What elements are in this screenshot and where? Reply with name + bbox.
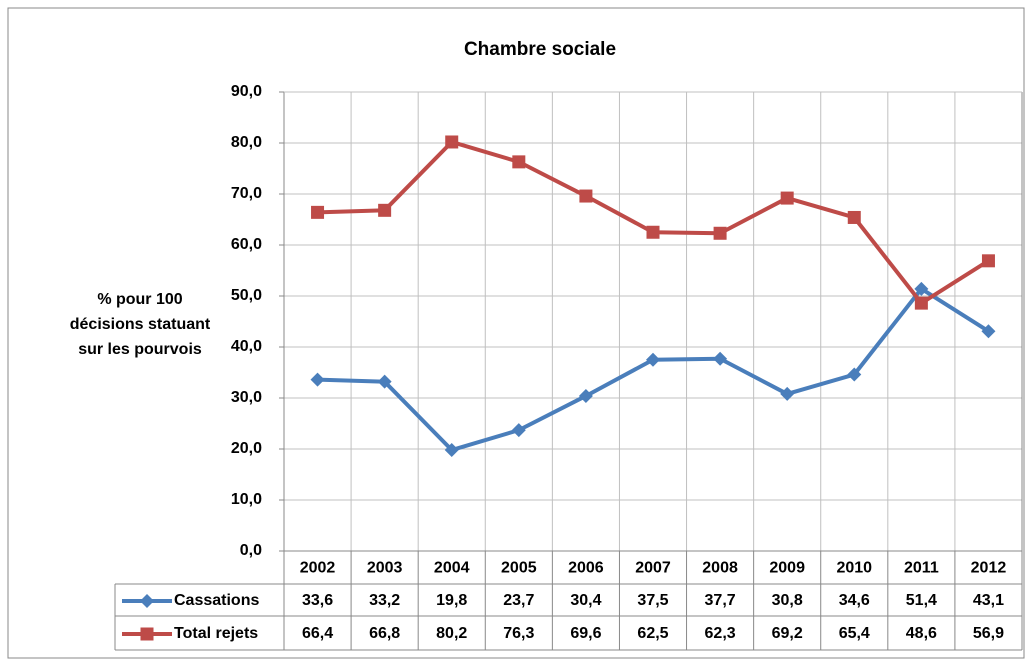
x-tick-label: 2011 <box>904 560 939 577</box>
point <box>780 386 795 401</box>
table-value: 80,2 <box>436 625 467 642</box>
x-tick-label: 2010 <box>836 560 872 577</box>
x-tick-label: 2008 <box>702 560 738 577</box>
point <box>713 226 727 240</box>
y-tick-label: 10,0 <box>231 491 262 508</box>
y-tick-label: 80,0 <box>231 134 262 151</box>
y-tick-label: 40,0 <box>231 338 262 355</box>
x-tick-label: 2006 <box>568 560 604 577</box>
point <box>140 627 154 641</box>
point <box>981 254 995 268</box>
y-tick-label: 20,0 <box>231 440 262 457</box>
table-value: 43,1 <box>973 592 1004 609</box>
point <box>512 155 526 169</box>
point <box>445 135 459 149</box>
point <box>377 374 392 389</box>
point <box>444 443 459 458</box>
table-value: 23,7 <box>503 592 534 609</box>
table-value: 62,5 <box>637 625 668 642</box>
x-tick-label: 2004 <box>434 560 470 577</box>
point <box>511 423 526 438</box>
point <box>981 324 996 339</box>
point <box>579 189 593 203</box>
table-value: 66,4 <box>302 625 333 642</box>
table-value: 48,6 <box>906 625 937 642</box>
table-value: 37,7 <box>705 592 736 609</box>
y-tick-label: 60,0 <box>231 236 262 253</box>
point <box>847 367 862 382</box>
x-tick-label: 2003 <box>367 560 403 577</box>
table-value: 30,4 <box>570 592 601 609</box>
table-value: 56,9 <box>973 625 1004 642</box>
point <box>914 296 928 310</box>
chart-title: Chambre sociale <box>464 39 616 60</box>
y-tick-label: 70,0 <box>231 185 262 202</box>
table-value: 33,6 <box>302 592 333 609</box>
table-value: 69,2 <box>772 625 803 642</box>
y-tick-label: 30,0 <box>231 389 262 406</box>
x-tick-label: 2009 <box>769 560 805 577</box>
table-value: 37,5 <box>637 592 668 609</box>
x-tick-label: 2005 <box>501 560 537 577</box>
point <box>140 594 154 608</box>
y-tick-label: 0,0 <box>240 542 262 559</box>
table-value: 19,8 <box>436 592 467 609</box>
y-tick-label: 50,0 <box>231 287 262 304</box>
y-axis-label: décisions statuant <box>70 316 211 333</box>
table-value: 65,4 <box>839 625 870 642</box>
legend-label: Cassations <box>174 592 259 609</box>
point <box>780 191 794 205</box>
table-value: 62,3 <box>705 625 736 642</box>
point <box>713 351 728 366</box>
table-value: 51,4 <box>906 592 937 609</box>
chart-border <box>7 7 1025 659</box>
y-axis-label: sur les pourvois <box>78 341 202 358</box>
table-value: 69,6 <box>570 625 601 642</box>
point <box>310 372 325 387</box>
table-value: 30,8 <box>772 592 803 609</box>
point <box>311 205 325 219</box>
point <box>646 225 660 239</box>
point <box>378 203 392 217</box>
point <box>847 210 861 224</box>
table-value: 66,8 <box>369 625 400 642</box>
table-value: 76,3 <box>503 625 534 642</box>
point <box>914 281 929 296</box>
table-value: 34,6 <box>839 592 870 609</box>
legend-label: Total rejets <box>174 625 258 642</box>
point <box>578 388 593 403</box>
x-tick-label: 2012 <box>971 560 1007 577</box>
x-tick-label: 2007 <box>635 560 671 577</box>
x-tick-label: 2002 <box>300 560 336 577</box>
point <box>646 352 660 367</box>
y-tick-label: 90,0 <box>231 83 262 100</box>
table-value: 33,2 <box>369 592 400 609</box>
y-axis-label: % pour 100 <box>97 291 182 308</box>
